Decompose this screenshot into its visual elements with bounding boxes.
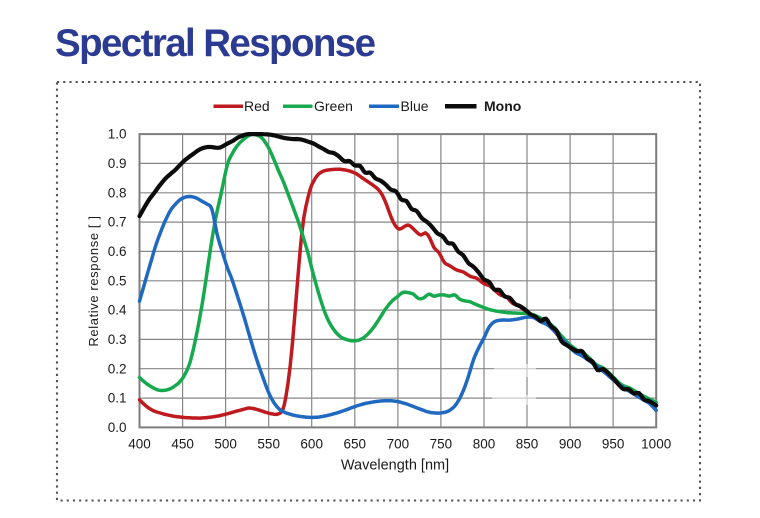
svg-text:700: 700 <box>387 437 410 452</box>
svg-text:Green: Green <box>314 98 353 114</box>
svg-text:0.2: 0.2 <box>108 361 127 376</box>
svg-text:1.0: 1.0 <box>108 127 127 142</box>
svg-text:0.1: 0.1 <box>108 391 127 406</box>
svg-text:0.4: 0.4 <box>108 303 127 318</box>
svg-text:600: 600 <box>300 437 323 452</box>
svg-text:Blue: Blue <box>401 98 429 114</box>
svg-text:400: 400 <box>128 437 151 452</box>
svg-text:0.6: 0.6 <box>108 244 127 259</box>
svg-text:0.8: 0.8 <box>108 185 127 200</box>
svg-text:0.5: 0.5 <box>108 273 127 288</box>
svg-text:850: 850 <box>516 437 539 452</box>
svg-text:650: 650 <box>344 437 367 452</box>
svg-text:900: 900 <box>559 437 582 452</box>
svg-text:1000: 1000 <box>641 437 671 452</box>
svg-text:800: 800 <box>473 437 496 452</box>
svg-text:0.7: 0.7 <box>108 215 127 230</box>
svg-text:450: 450 <box>171 437 194 452</box>
svg-text:550: 550 <box>257 437 280 452</box>
svg-text:950: 950 <box>602 437 625 452</box>
svg-text:Mono: Mono <box>484 98 521 114</box>
svg-text:0.3: 0.3 <box>108 332 127 347</box>
svg-text:500: 500 <box>214 437 237 452</box>
svg-text:750: 750 <box>430 437 453 452</box>
svg-text:0.0: 0.0 <box>108 420 127 435</box>
svg-text:Relative response [ ]: Relative response [ ] <box>86 215 101 346</box>
svg-text:Wavelength [nm]: Wavelength [nm] <box>341 458 449 474</box>
svg-text:Red: Red <box>244 98 270 114</box>
svg-text:0.9: 0.9 <box>108 156 127 171</box>
